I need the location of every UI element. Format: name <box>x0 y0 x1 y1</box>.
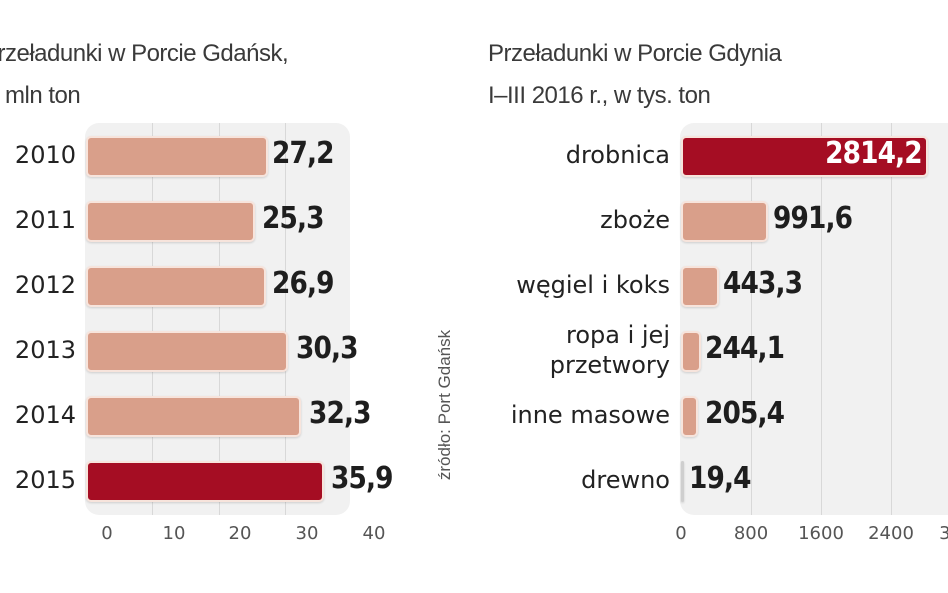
category-label: drewno <box>581 466 670 494</box>
x-tick: 30 <box>295 523 319 544</box>
bar-ropa-i-jej-przetwory <box>681 331 701 372</box>
x-tick: 20 <box>228 523 252 544</box>
gridline <box>751 123 752 515</box>
x-tick: 10 <box>162 523 186 544</box>
bar-drewno <box>681 461 684 502</box>
x-tick: 40 <box>362 523 386 544</box>
bar-2013 <box>86 331 288 372</box>
value-label: 19,4 <box>689 461 752 496</box>
category-label-line1: ropa i jej <box>566 321 670 349</box>
value-label: 26,9 <box>272 266 335 301</box>
bar-2012 <box>86 266 266 307</box>
right-chart-title-line2: I–III 2016 r., w tys. ton <box>488 82 711 109</box>
category-label: węgiel i koks <box>516 271 670 299</box>
x-tick: 2400 <box>868 523 914 544</box>
value-label: 991,6 <box>773 201 853 236</box>
bar-2010 <box>86 136 268 177</box>
bar-2011 <box>86 201 255 242</box>
left-plot-area <box>85 123 350 515</box>
category-label: 2010 <box>14 141 76 169</box>
category-label: 2015 <box>14 466 76 494</box>
category-label: zboże <box>600 206 670 234</box>
value-label: 205,4 <box>705 396 785 431</box>
value-label: 244,1 <box>705 331 785 366</box>
category-label: drobnica <box>565 141 670 169</box>
x-tick: 0 <box>675 523 687 544</box>
source-note: źródło: Port Gdańsk <box>435 329 454 481</box>
bar-2015-highlight <box>86 461 324 502</box>
bar-inne-masowe <box>681 396 698 437</box>
value-label: 32,3 <box>309 396 372 431</box>
gridline <box>219 123 220 515</box>
x-tick: 0 <box>101 523 113 544</box>
gridline <box>152 123 153 515</box>
category-label: ropa i jej przetwory <box>550 320 670 380</box>
left-chart-title-line1: Przeładunki w Porcie Gdańsk, <box>0 40 289 67</box>
gridline <box>821 123 822 515</box>
right-chart-title-line1: Przeładunki w Porcie Gdynia <box>488 40 782 67</box>
x-tick: 3200 <box>939 523 948 544</box>
x-tick: 800 <box>733 523 769 544</box>
value-label: 30,3 <box>296 331 359 366</box>
bar-drobnica-highlight <box>681 136 928 177</box>
value-label: 27,2 <box>272 136 335 171</box>
bar-2014 <box>86 396 301 437</box>
category-label: 2011 <box>14 206 76 234</box>
gridline <box>891 123 892 515</box>
category-label: inne masowe <box>510 401 670 429</box>
x-tick: 1600 <box>798 523 844 544</box>
bar-wegiel-i-koks <box>681 266 719 307</box>
category-label: 2014 <box>14 401 76 429</box>
value-label: 443,3 <box>723 266 803 301</box>
value-label: 2814,2 <box>825 136 922 171</box>
right-plot-area <box>680 123 948 515</box>
bar-zboze <box>681 201 768 242</box>
category-label-line2: przetwory <box>549 351 670 379</box>
value-label: 25,3 <box>262 201 325 236</box>
category-label: 2013 <box>14 336 76 364</box>
value-label: 35,9 <box>331 461 394 496</box>
left-chart-title-line2: w mln ton <box>0 82 81 109</box>
gridline <box>285 123 286 515</box>
category-label: 2012 <box>14 271 76 299</box>
